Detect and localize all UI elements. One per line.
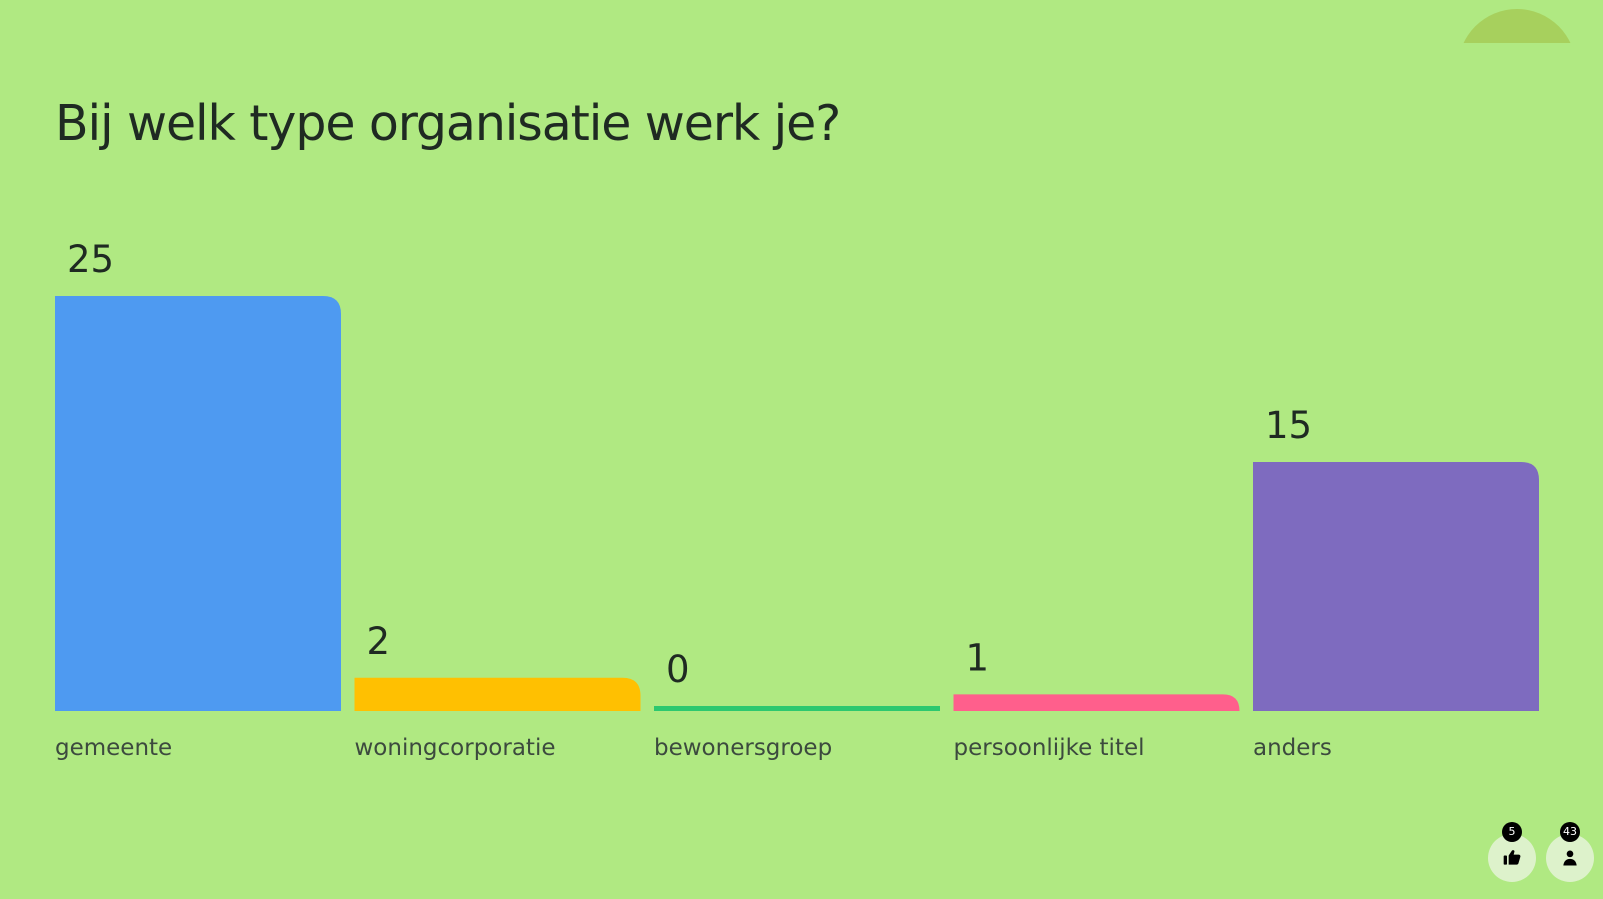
- top-decoration: [1458, 9, 1576, 43]
- reactions-count-badge: 5: [1502, 822, 1522, 842]
- bar-3: [953, 694, 1240, 711]
- category-label-1: woningcorporatie: [355, 735, 556, 761]
- participants-button[interactable]: 43: [1546, 822, 1594, 882]
- reactions-button[interactable]: 5: [1488, 822, 1536, 882]
- category-label-0: gemeente: [55, 735, 172, 761]
- bar-4: [1253, 462, 1539, 711]
- bar-0: [55, 296, 341, 711]
- bar-1: [354, 677, 641, 711]
- value-label-4: 15: [1265, 404, 1312, 447]
- category-label-2: bewonersgroep: [654, 735, 832, 761]
- category-label-3: persoonlijke titel: [954, 735, 1145, 761]
- value-label-0: 25: [67, 238, 114, 281]
- value-label-3: 1: [966, 636, 990, 679]
- category-label-4: anders: [1253, 735, 1332, 761]
- person-icon: [1560, 848, 1580, 868]
- page-title: Bij welk type organisatie werk je?: [55, 95, 841, 152]
- bar-2: [654, 706, 940, 711]
- thumbs-up-icon: [1502, 848, 1522, 868]
- value-label-1: 2: [367, 620, 391, 663]
- participants-count-badge: 43: [1560, 822, 1580, 842]
- value-label-2: 0: [666, 648, 690, 691]
